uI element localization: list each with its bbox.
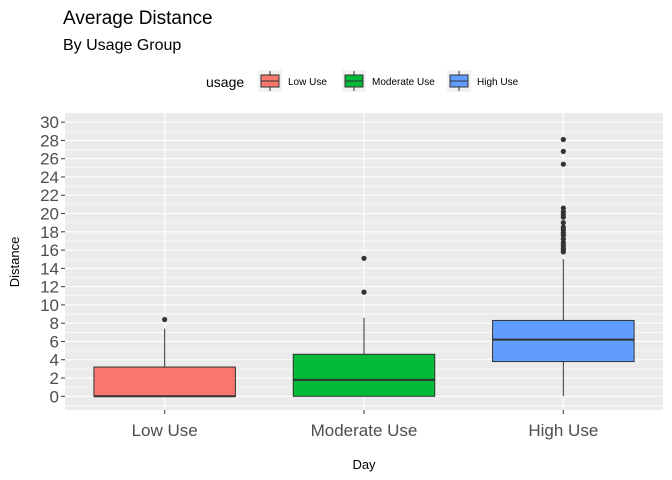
outlier-point [560, 220, 566, 226]
box-body [292, 353, 436, 397]
chart-subtitle: By Usage Group [63, 37, 181, 54]
outlier-point [560, 236, 566, 242]
x-tick-label: High Use [528, 421, 598, 440]
box-body [492, 319, 635, 363]
legend: usage Low Use Moderate Use High Use [206, 70, 519, 92]
legend-item-1: Low Use [258, 70, 327, 92]
boxes [93, 136, 635, 398]
box-2 [292, 255, 436, 397]
outlier-point [560, 136, 566, 143]
box-1 [93, 316, 236, 398]
box-body [93, 366, 236, 397]
y-tick-label: 16 [40, 241, 59, 260]
y-tick-label: 0 [50, 387, 59, 406]
legend-label: High Use [477, 77, 519, 88]
y-tick-label: 30 [40, 113, 59, 132]
legend-item-3: High Use [447, 70, 519, 92]
outlier-point [361, 255, 367, 261]
legend-title: usage [206, 74, 244, 90]
outlier-point [560, 161, 566, 167]
box-3 [492, 136, 635, 397]
y-tick-label: 18 [40, 223, 59, 242]
outlier-point [361, 289, 367, 295]
y-tick-label: 26 [40, 150, 59, 169]
y-tick-label: 2 [50, 369, 59, 388]
legend-item-2: Moderate Use [342, 70, 435, 92]
outlier-point [560, 224, 566, 230]
legend-label: Low Use [288, 77, 327, 88]
x-axis: Low Use Moderate Use High Use [132, 410, 598, 440]
outlier-point [560, 209, 566, 215]
outlier-point [560, 240, 566, 246]
y-tick-label: 24 [40, 168, 59, 187]
legend-label: Moderate Use [372, 77, 435, 88]
outlier-point [560, 205, 566, 211]
y-tick-label: 8 [50, 314, 59, 333]
y-tick-label: 12 [40, 278, 59, 297]
y-tick-label: 10 [40, 296, 59, 315]
y-tick-label: 14 [40, 259, 59, 278]
x-tick-label: Moderate Use [311, 421, 418, 440]
outlier-point [560, 148, 566, 154]
y-tick-label: 28 [40, 131, 59, 150]
chart-title: Average Distance [63, 8, 213, 29]
y-axis-label: Distance [7, 237, 22, 288]
x-tick-label: Low Use [132, 421, 198, 440]
outlier-point [162, 316, 168, 323]
x-axis-label: Day [352, 457, 376, 472]
y-tick-label: 6 [50, 332, 59, 351]
y-tick-label: 4 [50, 351, 59, 370]
y-tick-label: 20 [40, 205, 59, 224]
y-tick-label: 22 [40, 186, 59, 205]
